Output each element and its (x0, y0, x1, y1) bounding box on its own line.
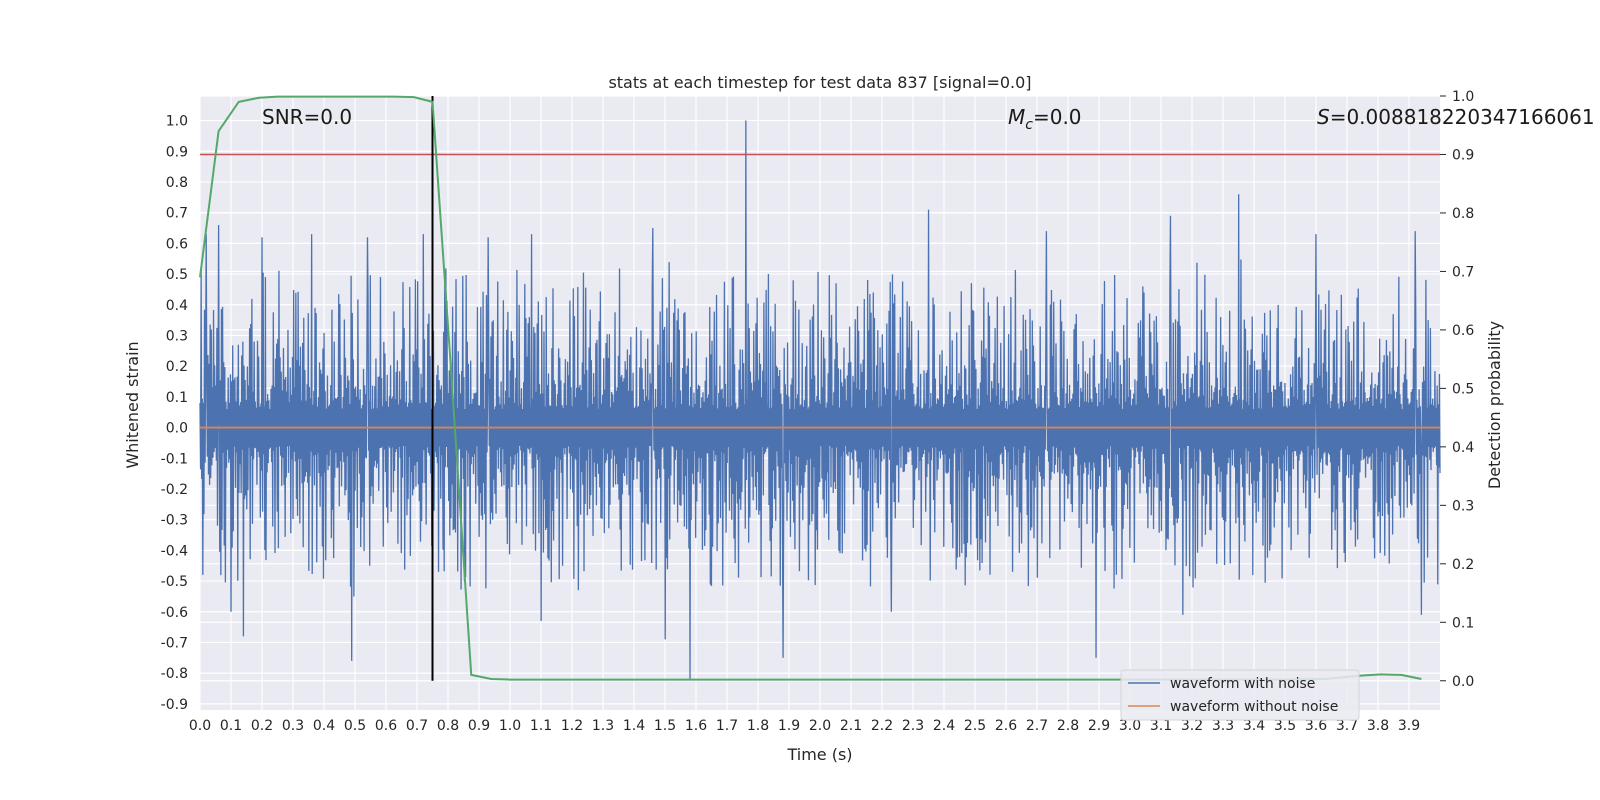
right-y-axis-label: Detection probability (1485, 321, 1504, 489)
right-y-tick-label: 0.9 (1452, 147, 1474, 163)
x-tick-label: 2.9 (1088, 718, 1110, 734)
noise-waveform-series (199, 120, 1441, 680)
x-tick-label: 2.2 (871, 718, 893, 734)
x-tick-label: 2.7 (1026, 718, 1048, 734)
x-tick-label: 0.8 (437, 718, 459, 734)
right-y-tick-label: 0.4 (1452, 440, 1474, 456)
x-tick-label: 3.1 (1150, 718, 1172, 734)
series-line-waveform-with-noise (199, 120, 1441, 680)
snr-annotation: SNR=0.0 (262, 105, 352, 129)
right-y-tick-label: 0.6 (1452, 323, 1474, 339)
x-tick-label: 3.9 (1398, 718, 1420, 734)
right-y-tick-label: 0.3 (1452, 498, 1474, 514)
x-tick-label: 2.1 (840, 718, 862, 734)
x-tick-label: 3.3 (1212, 718, 1234, 734)
s-value: =0.008818220347166061 (1330, 105, 1595, 129)
x-tick-label: 1.6 (685, 718, 707, 734)
x-tick-label: 3.5 (1274, 718, 1296, 734)
y-tick-label: 0.3 (166, 328, 188, 344)
x-tick-labels: 0.0 0.1 0.2 0.3 0.4 0.5 0.6 0.7 0.8 0.9 1.0 1.1 1.2 1… (189, 718, 1420, 734)
y-tick-labels: -0.9 -0.8 -0.7 -0.6 -0.5 -0.4 -0.3 -0.2 -0.1 0.0 0… (161, 114, 188, 713)
x-tick-label: 1.3 (592, 718, 614, 734)
x-tick-label: 1.2 (561, 718, 583, 734)
x-tick-label: 3.0 (1119, 718, 1141, 734)
x-tick-label: 0.1 (220, 718, 242, 734)
chirp-mass-annotation: Mc=0.0 (1008, 105, 1082, 133)
x-tick-label: 2.8 (1057, 718, 1079, 734)
right-y-tick-label: 0.5 (1452, 381, 1474, 397)
x-tick-label: 0.2 (251, 718, 273, 734)
x-tick-label: 3.6 (1305, 718, 1327, 734)
y-tick-label: -0.6 (161, 605, 188, 621)
y-tick-label: -0.1 (161, 451, 188, 467)
s-symbol: S (1317, 105, 1330, 129)
y-tick-label: -0.9 (161, 697, 188, 713)
y-tick-label: 0.1 (166, 390, 188, 406)
legend-label-clean: waveform without noise (1170, 699, 1338, 715)
x-tick-label: 1.9 (778, 718, 800, 734)
s-annotation: S=0.008818220347166061 (1317, 105, 1595, 129)
x-tick-label: 2.6 (995, 718, 1017, 734)
right-y-tick-label: 0.0 (1452, 674, 1474, 690)
x-tick-label: 1.4 (623, 718, 645, 734)
x-tick-label: 0.6 (375, 718, 397, 734)
x-tick-label: 3.7 (1336, 718, 1358, 734)
x-tick-label: 2.5 (964, 718, 986, 734)
y-tick-label: -0.5 (161, 574, 188, 590)
right-y-tick-label: 1.0 (1452, 89, 1474, 105)
y-tick-label: -0.8 (161, 666, 188, 682)
right-y-tick-labels: 0.0 0.1 0.2 0.3 0.4 0.5 0.6 0.7 0.8 0.9 1.0 (1440, 89, 1474, 690)
y-tick-label: 0.8 (166, 175, 188, 191)
x-tick-label: 1.8 (747, 718, 769, 734)
y-tick-label: 0.7 (166, 206, 188, 222)
x-tick-label: 0.5 (344, 718, 366, 734)
y-tick-label: 0.9 (166, 144, 188, 160)
x-tick-label: 2.0 (809, 718, 831, 734)
x-tick-label: 0.9 (468, 718, 490, 734)
y-tick-label: 0.5 (166, 267, 188, 283)
x-axis-label: Time (s) (786, 745, 852, 764)
chirp-mass-symbol: M (1008, 105, 1025, 129)
x-tick-label: 1.7 (716, 718, 738, 734)
chirp-mass-value: =0.0 (1033, 105, 1082, 129)
y-axis-label: Whitened strain (123, 341, 142, 468)
right-y-tick-label: 0.1 (1452, 615, 1474, 631)
y-tick-label: -0.2 (161, 482, 188, 498)
x-tick-label: 2.3 (902, 718, 924, 734)
y-tick-label: 0.0 (166, 421, 188, 437)
y-tick-label: 0.2 (166, 359, 188, 375)
x-tick-label: 1.1 (530, 718, 552, 734)
x-tick-label: 0.4 (313, 718, 335, 734)
y-tick-label: 0.4 (166, 298, 188, 314)
legend: waveform with noise waveform without noi… (1120, 669, 1360, 721)
x-tick-label: 3.8 (1367, 718, 1389, 734)
chirp-mass-subscript: c (1025, 117, 1033, 133)
y-tick-label: -0.4 (161, 543, 188, 559)
x-tick-label: 2.4 (933, 718, 955, 734)
right-y-tick-label: 0.8 (1452, 206, 1474, 222)
x-tick-label: 3.4 (1243, 718, 1265, 734)
y-tick-label: 1.0 (166, 114, 188, 130)
y-tick-label: -0.3 (161, 513, 188, 529)
x-tick-label: 0.0 (189, 718, 211, 734)
right-y-tick-label: 0.7 (1452, 264, 1474, 280)
x-tick-label: 3.2 (1181, 718, 1203, 734)
x-tick-label: 1.5 (654, 718, 676, 734)
x-tick-label: 0.7 (406, 718, 428, 734)
legend-box (1120, 669, 1360, 721)
chart-title: stats at each timestep for test data 837… (608, 73, 1031, 92)
y-tick-label: 0.6 (166, 236, 188, 252)
x-tick-label: 0.3 (282, 718, 304, 734)
x-tick-label: 1.0 (499, 718, 521, 734)
grid (199, 95, 1440, 710)
legend-label-noise: waveform with noise (1170, 676, 1315, 692)
y-tick-label: -0.7 (161, 635, 188, 651)
right-y-tick-label: 0.2 (1452, 557, 1474, 573)
